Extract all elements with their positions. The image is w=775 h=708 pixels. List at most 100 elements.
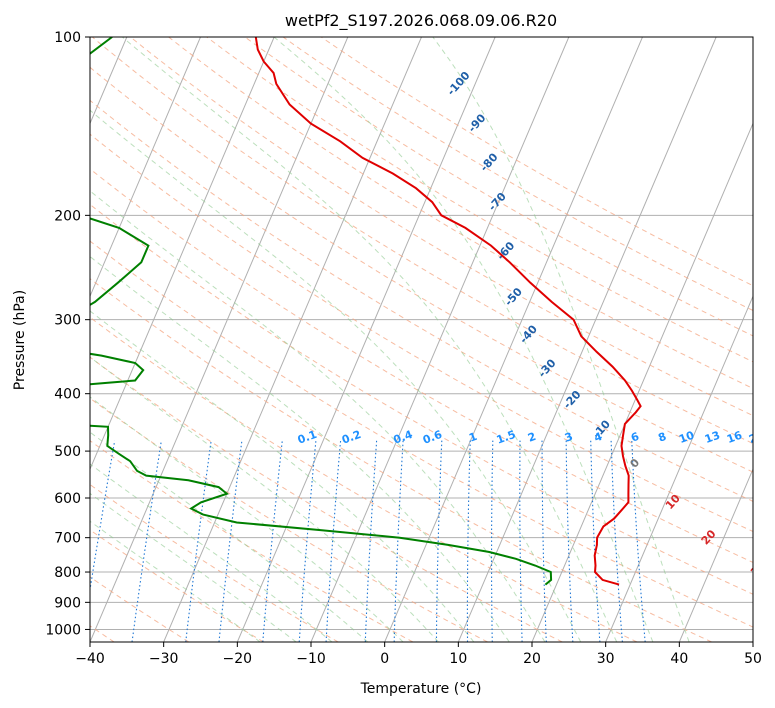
dry-adiabat	[206, 37, 753, 363]
mixing-ratio-line	[466, 440, 471, 642]
moist-adiabat	[121, 37, 618, 642]
mixing-ratio-label: 1.5	[495, 428, 518, 447]
x-tick-label: −40	[75, 651, 105, 667]
mixing-ratio-label: 6	[629, 430, 641, 445]
x-tick-label: 30	[597, 651, 615, 667]
mixing-ratio-line	[610, 440, 623, 642]
mixing-ratio-label: 0.2	[340, 428, 363, 447]
isotherm-line	[90, 37, 349, 642]
dry-adiabat	[90, 483, 339, 642]
moist-adiabat	[90, 109, 582, 642]
mixing-ratio-label: 0.6	[421, 428, 444, 447]
moist-adiabat	[90, 396, 404, 642]
dry-adiabat-label: 30	[748, 558, 768, 578]
dry-adiabat	[90, 440, 414, 642]
mixing-ratio-line	[519, 440, 523, 642]
mixing-ratio-label: 2	[526, 430, 538, 445]
dry-adiabat-label: -90	[466, 111, 489, 135]
mixing-ratio-label: 3	[563, 430, 575, 445]
dry-adiabat	[90, 66, 753, 473]
mixing-ratio-label: 0.4	[392, 428, 415, 447]
x-tick-label: 10	[449, 651, 467, 667]
mixing-ratio-line	[218, 440, 243, 642]
isotherm-line	[531, 122, 753, 642]
plot-area: -100-90-80-70-60-50-40-30-20-10010203040…	[90, 37, 768, 642]
y-tick-label: 700	[54, 531, 81, 547]
isotherm-line	[605, 295, 753, 642]
isotherm-line	[236, 37, 496, 642]
mixing-ratio-label: 0.1	[296, 428, 319, 447]
y-tick-label: 600	[54, 491, 81, 507]
mixing-ratio-line	[435, 440, 443, 642]
moist-adiabat	[90, 190, 546, 642]
chart-title: wetPf2_S197.2026.068.09.06.R20	[285, 11, 557, 31]
mixing-ratio-line	[541, 440, 547, 642]
x-axis-label: Temperature (°C)	[360, 681, 482, 697]
dry-adiabat	[90, 278, 712, 642]
dewpoint-profile-line	[90, 37, 553, 586]
dry-adiabat	[90, 168, 753, 563]
dry-adiabat-label: -70	[486, 190, 509, 214]
dry-adiabat-label: -40	[517, 322, 540, 346]
moist-adiabats	[90, 37, 690, 642]
isotherm-line	[163, 37, 422, 642]
dry-adiabat	[90, 240, 753, 628]
mixing-ratio-label: 8	[656, 430, 668, 445]
moist-adiabat	[90, 492, 297, 642]
x-tick-label: 50	[744, 651, 762, 667]
plot-frame	[89, 36, 754, 643]
mixing-ratio-line	[631, 440, 646, 642]
mixing-ratio-line	[325, 440, 342, 642]
mixing-ratio-lines	[90, 440, 646, 642]
mixing-ratio-label: 4	[592, 430, 604, 445]
dry-adiabat-label: 20	[699, 527, 719, 547]
mixing-ratio-line	[364, 440, 378, 642]
mixing-ratio-line	[393, 440, 404, 642]
temperature-profile-line	[254, 37, 642, 586]
isotherm-line	[678, 467, 753, 642]
moist-adiabat	[432, 37, 690, 642]
dry-adiabat	[244, 37, 753, 337]
y-tick-label: 800	[54, 565, 81, 581]
moist-adiabat	[90, 431, 369, 642]
dry-adiabat	[130, 37, 753, 417]
moist-adiabat	[90, 520, 261, 642]
x-tick-label: 0	[380, 651, 389, 667]
mixing-ratio-label: 20	[747, 428, 766, 446]
y-tick-label: 200	[54, 208, 81, 224]
mixing-ratio-label: 10	[677, 428, 696, 446]
y-tick-label: 400	[54, 387, 81, 403]
dry-adiabat	[90, 203, 753, 595]
mixing-ratio-line	[90, 440, 116, 594]
isotherm-line	[384, 37, 643, 642]
mixing-ratio-label: 16	[725, 428, 744, 446]
mixing-ratio-line	[565, 440, 574, 642]
dry-adiabats	[90, 37, 753, 642]
x-tick-label: −30	[149, 651, 179, 667]
mixing-ratio-line	[590, 440, 601, 642]
mixing-ratio-label: 1	[467, 430, 479, 445]
y-tick-label: 500	[54, 444, 81, 460]
y-tick-label: 1000	[45, 622, 81, 638]
isotherm-line	[457, 37, 717, 642]
y-tick-label: 100	[54, 30, 81, 46]
dry-adiabat-label: 10	[663, 492, 683, 512]
dry-adiabat	[90, 397, 488, 642]
isotherm-line	[90, 37, 275, 471]
y-tick-label: 900	[54, 595, 81, 611]
moist-adiabat	[90, 356, 439, 642]
moist-adiabat	[273, 37, 654, 642]
mixing-ratio-label: 13	[703, 429, 722, 446]
y-tick-label: 300	[54, 313, 81, 329]
mixing-ratio-line	[490, 440, 494, 642]
y-axis-label: Pressure (hPa)	[12, 290, 28, 390]
x-tick-label: −10	[296, 651, 326, 667]
dry-adiabat	[90, 356, 563, 642]
axis-ticks: −40 −30 −20 −10 0 10 20 30 40 50 1000 900 800 700 600 5…	[45, 30, 762, 667]
dry-adiabat	[90, 576, 190, 642]
dry-adiabat-label: -30	[536, 356, 559, 380]
dry-adiabat	[91, 37, 753, 445]
dry-adiabat-label: -100	[445, 69, 473, 98]
x-tick-label: −20	[223, 651, 253, 667]
